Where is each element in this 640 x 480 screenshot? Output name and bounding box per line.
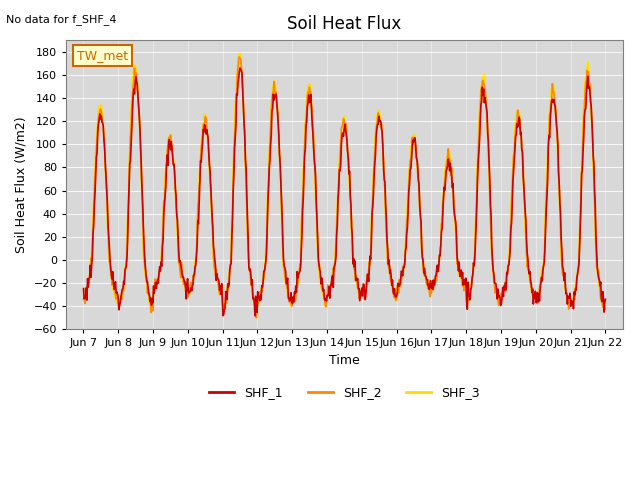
Legend: SHF_1, SHF_2, SHF_3: SHF_1, SHF_2, SHF_3 <box>204 381 485 404</box>
Text: No data for f_SHF_4: No data for f_SHF_4 <box>6 14 117 25</box>
Text: TW_met: TW_met <box>77 49 129 62</box>
Title: Soil Heat Flux: Soil Heat Flux <box>287 15 402 33</box>
X-axis label: Time: Time <box>329 354 360 367</box>
Y-axis label: Soil Heat Flux (W/m2): Soil Heat Flux (W/m2) <box>15 117 28 253</box>
